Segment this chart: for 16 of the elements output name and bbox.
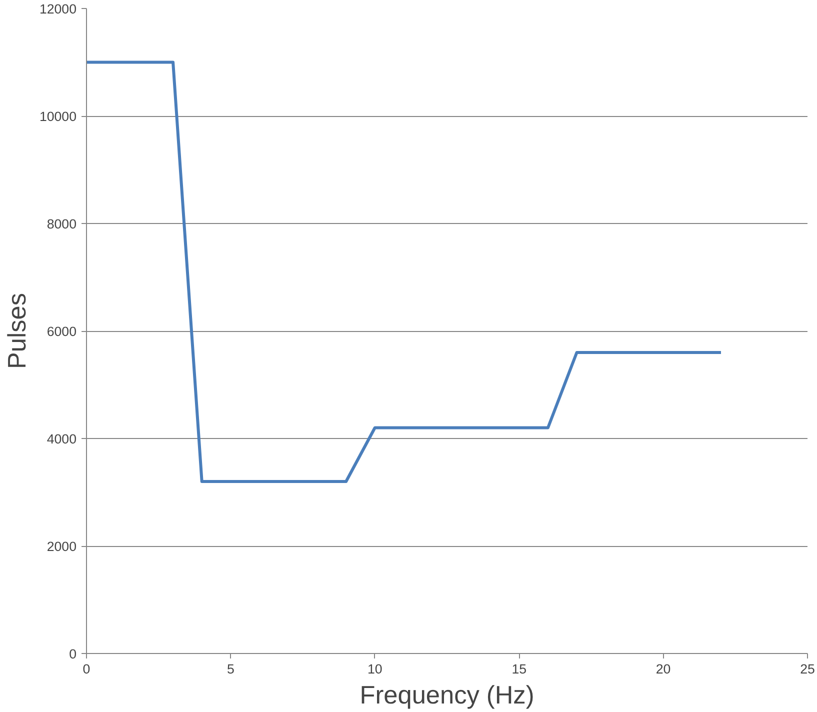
y-tick-label: 0 [69, 646, 77, 662]
line-series [86, 60, 722, 483]
x-tick-label: 20 [656, 662, 671, 676]
x-tick-label: 25 [800, 662, 815, 676]
y-tick-label: 10000 [39, 109, 76, 124]
y-tick-label: 6000 [46, 324, 77, 339]
x-tick-label: 10 [367, 662, 382, 676]
y-axis-title: Pulses [3, 292, 32, 370]
y-tick-label: 12000 [39, 2, 76, 16]
y-tick-label: 2000 [46, 539, 77, 554]
y-tick-label: 8000 [46, 216, 77, 232]
x-axis-title: Frequency (Hz) [360, 682, 534, 710]
x-tick-label: 15 [512, 662, 527, 676]
x-tick-label: 5 [226, 662, 234, 676]
x-tick-label: 0 [82, 662, 90, 676]
y-tick-label: 4000 [46, 432, 77, 446]
